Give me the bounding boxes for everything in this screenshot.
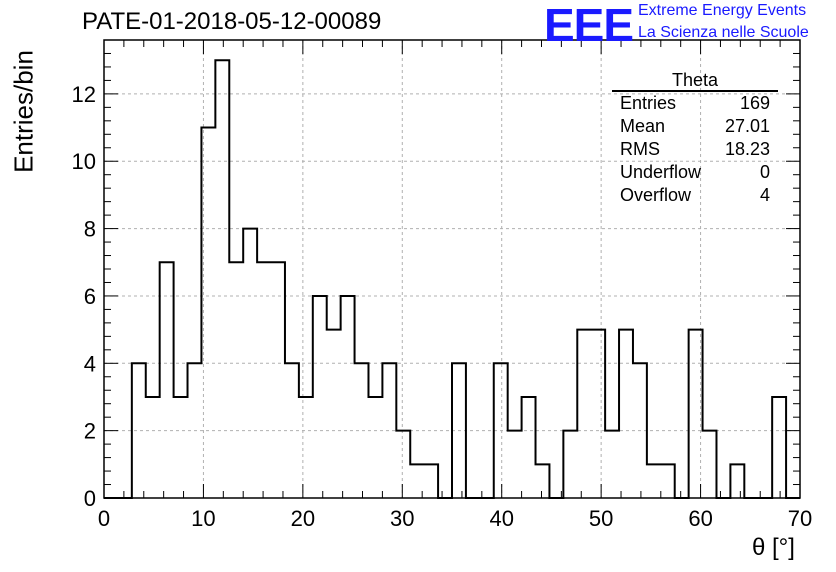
- stats-row: Mean 27.01: [612, 115, 778, 138]
- histogram-bin: [633, 363, 647, 498]
- histogram-bin: [591, 330, 605, 498]
- stats-box: Theta Entries 169 Mean 27.01 RMS 18.23 Unde…: [612, 70, 778, 207]
- stats-value: 4: [759, 185, 770, 205]
- histogram-bin: [396, 431, 410, 498]
- histogram-bin: [661, 464, 675, 498]
- y-axis-label: Entries/bin: [8, 50, 39, 173]
- histogram-bin: [382, 363, 396, 498]
- y-tick-label: 4: [84, 351, 96, 376]
- stats-value: 18.23: [724, 139, 770, 159]
- stats-value: 27.01: [724, 116, 770, 136]
- histogram-bin: [285, 363, 299, 498]
- histogram-bin: [174, 397, 188, 498]
- histogram-bin: [772, 397, 786, 498]
- histogram-bin: [563, 431, 577, 498]
- x-tick-label: 60: [688, 506, 712, 531]
- stats-row: Entries 169: [612, 92, 778, 115]
- histogram-bin: [132, 363, 146, 498]
- logo-line-2: La Scienza nelle Scuole: [638, 24, 809, 41]
- histogram-bin: [201, 128, 215, 498]
- axis-ticks: [103, 39, 801, 499]
- histogram-bin: [577, 330, 591, 498]
- x-tick-label: 50: [589, 506, 613, 531]
- stats-label: RMS: [620, 139, 660, 159]
- histogram-bin: [341, 296, 355, 498]
- histogram-bin: [452, 363, 466, 498]
- eee-logo: EEE: [544, 0, 634, 51]
- y-tick-label: 0: [84, 486, 96, 511]
- y-tick-label: 10: [72, 149, 96, 174]
- histogram-bin: [522, 397, 536, 498]
- histogram-bin: [368, 397, 382, 498]
- stats-label: Mean: [620, 116, 666, 136]
- y-tick-label: 6: [84, 284, 96, 309]
- histogram-bin: [355, 363, 369, 498]
- histogram-bin: [313, 296, 327, 498]
- histogram-bin: [229, 262, 243, 498]
- stats-label: Overflow: [620, 185, 692, 205]
- x-tick-label: 70: [788, 506, 812, 531]
- x-axis-label: θ [°]: [752, 534, 795, 561]
- histogram-bin: [536, 464, 550, 498]
- histogram-bin: [689, 330, 703, 498]
- histogram-bin: [494, 363, 508, 498]
- histogram-bin: [257, 262, 271, 498]
- histogram-bin: [424, 464, 438, 498]
- histogram-bin: [271, 262, 285, 498]
- histogram-bin: [647, 464, 661, 498]
- y-tick-label: 2: [84, 419, 96, 444]
- histogram-bin: [703, 431, 717, 498]
- chart-title: PATE-01-2018-05-12-00089: [82, 8, 382, 35]
- stats-row: Underflow 0: [612, 161, 778, 184]
- stats-label: Entries: [620, 93, 677, 113]
- histogram-bin: [410, 464, 424, 498]
- histogram-bin: [327, 330, 341, 498]
- logo-line-1: Extreme Energy Events: [638, 2, 807, 19]
- y-tick-label: 12: [72, 82, 96, 107]
- x-tick-label: 30: [390, 506, 414, 531]
- histogram-bin: [619, 330, 633, 498]
- histogram-bin: [730, 464, 744, 498]
- stats-row: RMS 18.23: [612, 138, 778, 161]
- histogram-bin: [160, 262, 174, 498]
- histogram-bins: [104, 59, 800, 499]
- x-tick-label: 0: [98, 506, 110, 531]
- histogram-bin: [243, 229, 257, 498]
- histogram-bin: [215, 60, 229, 498]
- x-tick-label: 40: [489, 506, 513, 531]
- stats-label: Underflow: [620, 162, 702, 182]
- histogram-bin: [508, 431, 522, 498]
- histogram-bin: [146, 397, 160, 498]
- histogram-bin: [299, 397, 313, 498]
- x-tick-label: 20: [291, 506, 315, 531]
- histogram-bin: [605, 431, 619, 498]
- stats-row: Overflow 4: [612, 184, 778, 207]
- stats-title: Theta: [612, 70, 778, 92]
- x-tick-label: 10: [191, 506, 215, 531]
- stats-value: 169: [739, 93, 770, 113]
- stats-value: 0: [759, 162, 770, 182]
- histogram-outline: [104, 59, 800, 499]
- y-tick-label: 8: [84, 217, 96, 242]
- histogram-bin: [188, 363, 202, 498]
